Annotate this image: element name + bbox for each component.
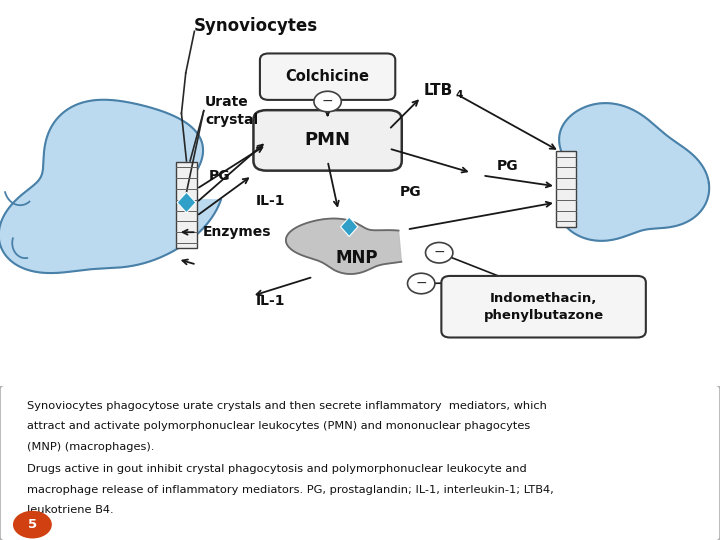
- Text: −: −: [415, 276, 427, 290]
- Text: LTB: LTB: [423, 83, 453, 98]
- Text: Colchicine: Colchicine: [286, 69, 369, 84]
- Text: Urate: Urate: [205, 94, 249, 109]
- FancyBboxPatch shape: [0, 385, 720, 540]
- Circle shape: [13, 511, 52, 538]
- Polygon shape: [286, 219, 401, 274]
- Text: 4: 4: [455, 90, 462, 99]
- Circle shape: [426, 242, 453, 263]
- Polygon shape: [176, 162, 197, 248]
- FancyBboxPatch shape: [441, 276, 646, 338]
- Text: Synoviocytes: Synoviocytes: [194, 17, 318, 35]
- Text: −: −: [322, 94, 333, 108]
- Text: PG: PG: [497, 159, 518, 173]
- FancyBboxPatch shape: [253, 110, 402, 171]
- Text: PMN: PMN: [305, 131, 351, 150]
- Polygon shape: [559, 103, 709, 241]
- Text: leukotriene B4.: leukotriene B4.: [27, 505, 114, 515]
- Text: −: −: [433, 245, 445, 259]
- Text: 5: 5: [28, 518, 37, 531]
- Text: crystal: crystal: [205, 113, 258, 127]
- Text: macrophage release of inflammatory mediators. PG, prostaglandin; IL-1, interleuk: macrophage release of inflammatory media…: [27, 485, 554, 495]
- Polygon shape: [177, 192, 196, 213]
- Circle shape: [314, 91, 341, 112]
- Text: Enzymes: Enzymes: [203, 225, 271, 239]
- Text: MNP: MNP: [335, 248, 378, 267]
- Text: Synoviocytes phagocytose urate crystals and then secrete inflammatory  mediators: Synoviocytes phagocytose urate crystals …: [27, 401, 547, 410]
- FancyBboxPatch shape: [260, 53, 395, 100]
- Text: IL-1: IL-1: [256, 194, 285, 208]
- Polygon shape: [0, 100, 221, 273]
- Text: (MNP) (macrophages).: (MNP) (macrophages).: [27, 442, 155, 451]
- Polygon shape: [556, 151, 576, 227]
- Circle shape: [408, 273, 435, 294]
- Text: PG: PG: [209, 168, 230, 183]
- Text: IL-1: IL-1: [256, 294, 285, 308]
- Text: attract and activate polymorphonuclear leukocytes (PMN) and mononuclear phagocyt: attract and activate polymorphonuclear l…: [27, 421, 531, 431]
- Polygon shape: [341, 217, 358, 237]
- Text: Drugs active in gout inhibit crystal phagocytosis and polymorphonuclear leukocyt: Drugs active in gout inhibit crystal pha…: [27, 464, 527, 474]
- Text: PG: PG: [400, 185, 421, 199]
- Text: Indomethacin,
phenylbutazone: Indomethacin, phenylbutazone: [484, 292, 603, 322]
